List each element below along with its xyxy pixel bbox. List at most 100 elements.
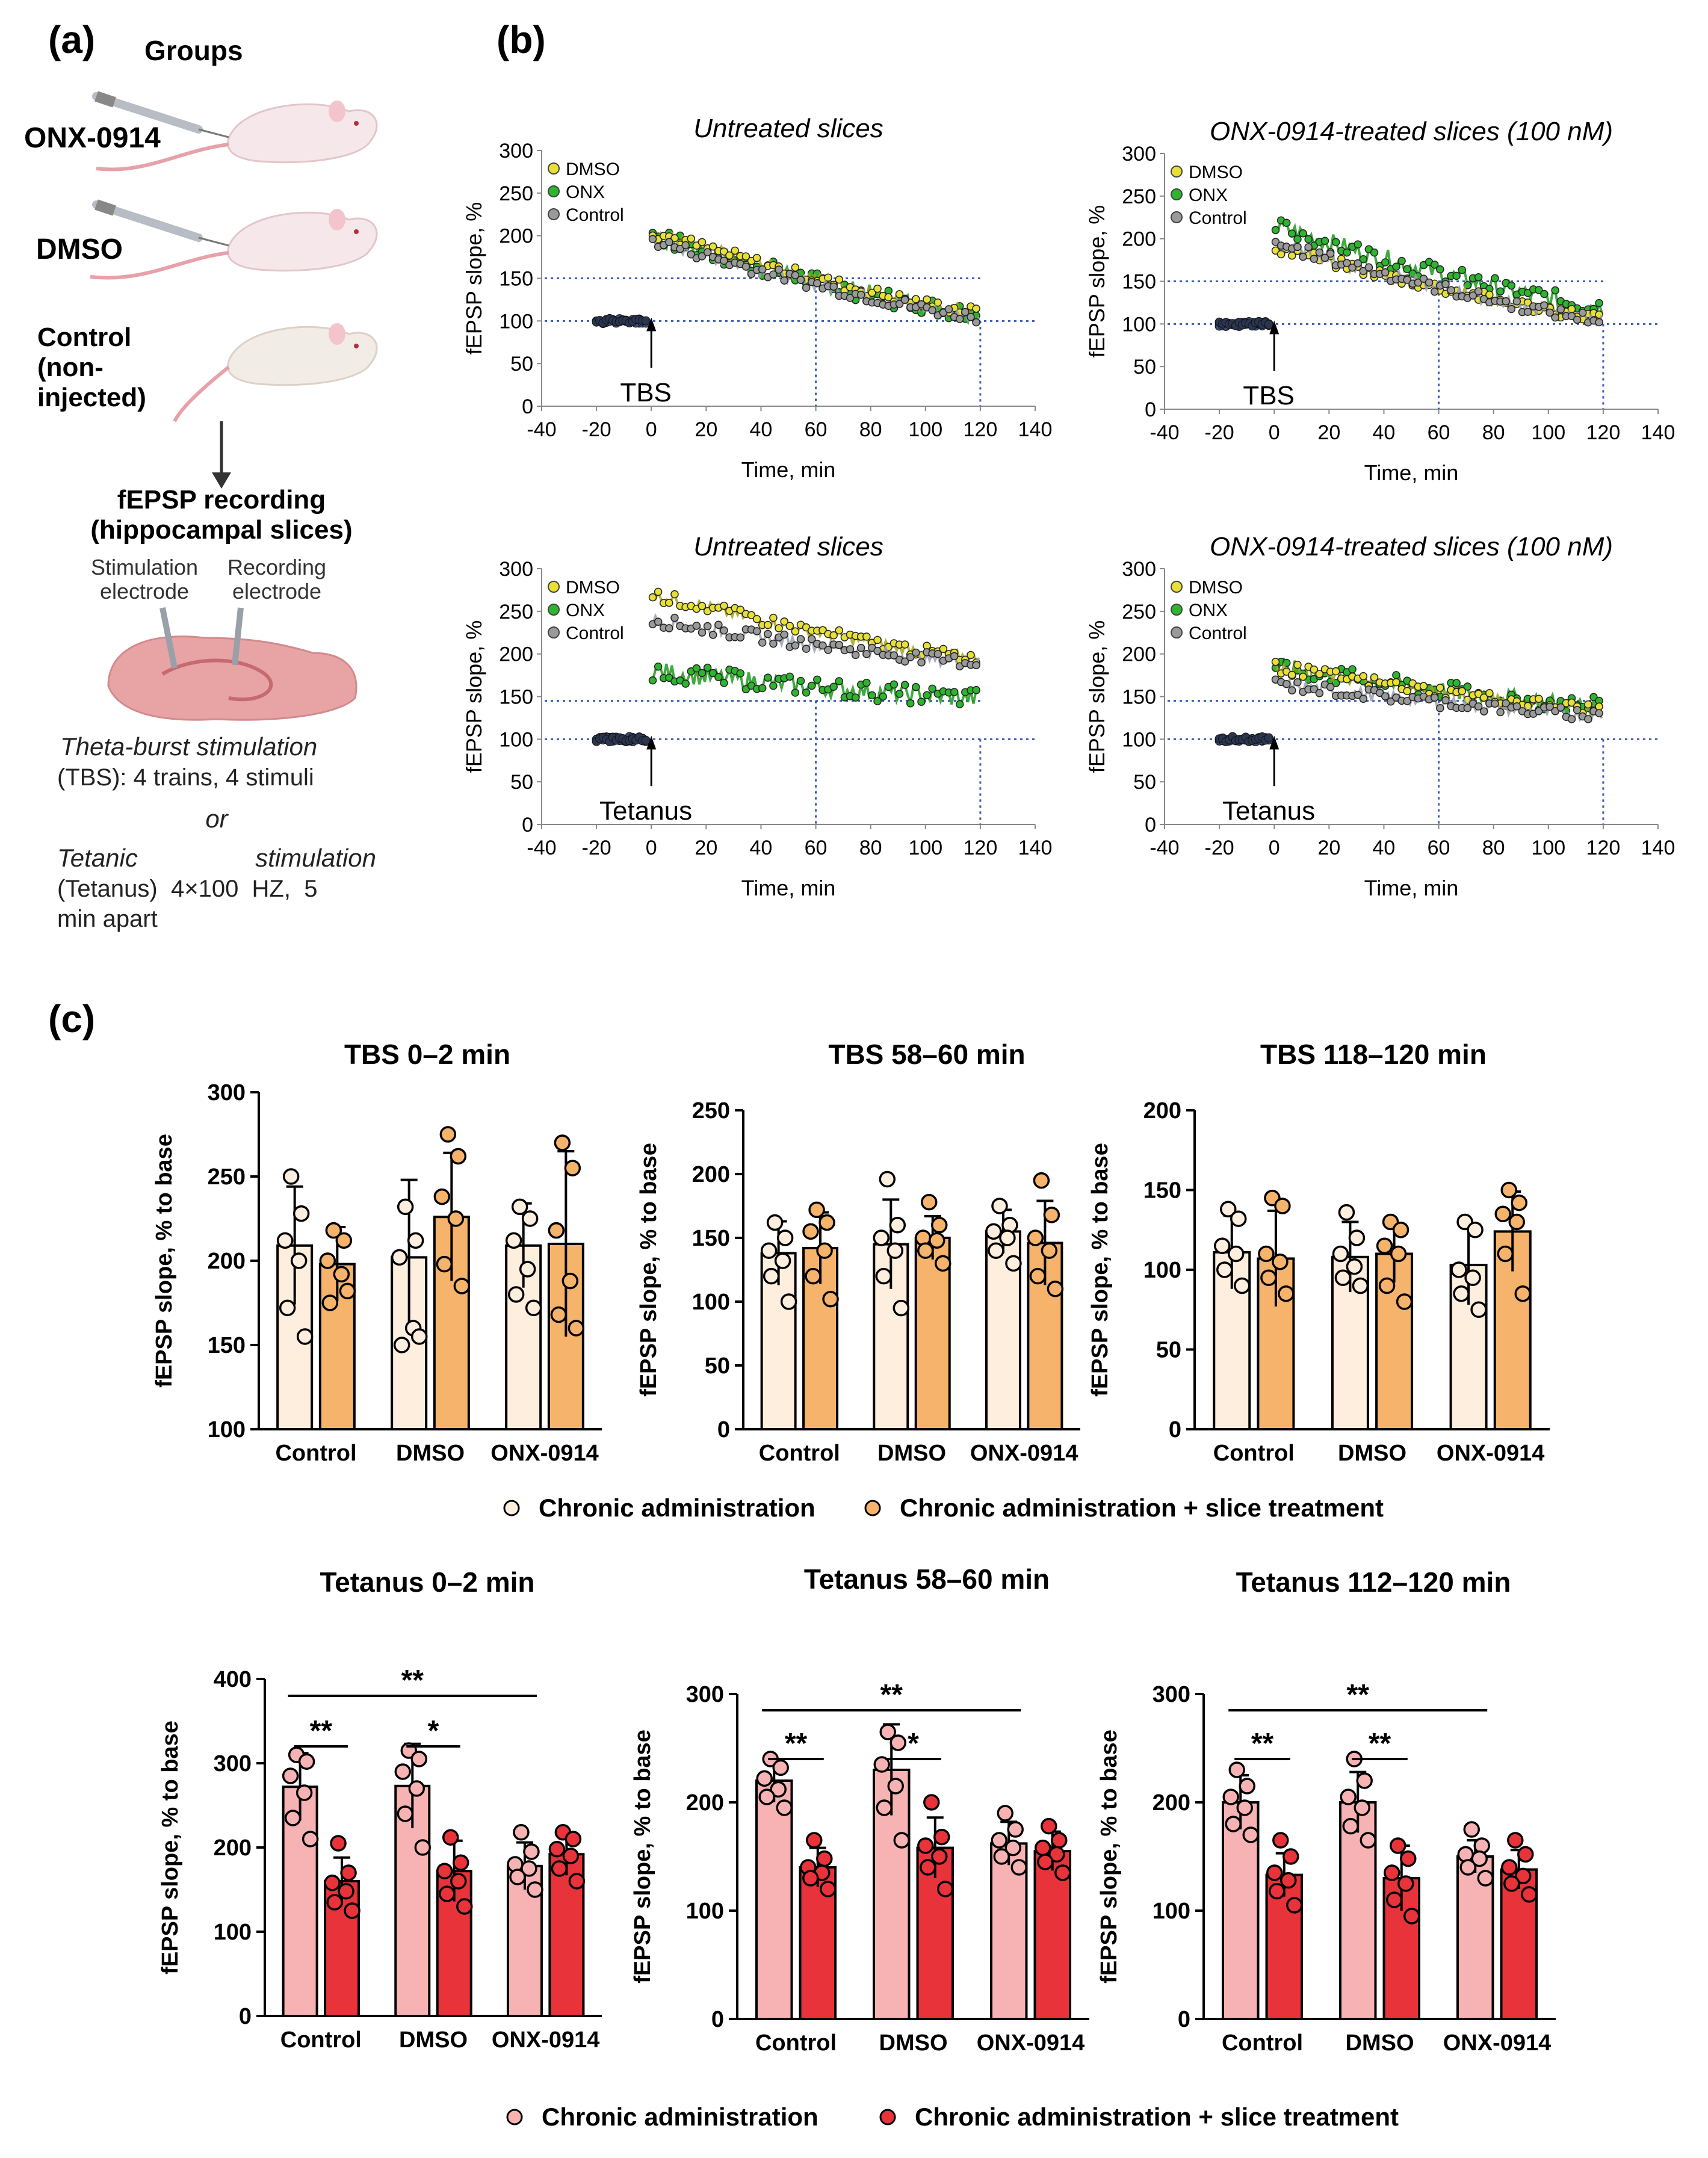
data-point-dmso [769,613,778,622]
y-tick-label: 250 [208,1164,246,1190]
legend-marker [1171,604,1183,616]
data-point-control [1540,301,1549,310]
stim-arrow-head [1269,735,1279,750]
data-point-control [1414,278,1423,287]
data-point-control [1474,702,1483,711]
mouse-illustration [173,323,378,422]
data-point-onx [1540,289,1549,298]
data-point-control [736,633,745,642]
legend-marker [548,626,560,638]
legend-marker [1171,626,1183,638]
data-point [1500,1181,1517,1199]
category-label: DMSO [877,1441,946,1466]
data-point [816,1850,833,1867]
y-tick-label: 100 [686,1899,724,1924]
data-point-control [1310,255,1319,263]
x-tick-label: -40 [1149,836,1179,859]
group-label-dmso: DMSO [36,233,123,265]
data-point-control [967,312,975,321]
stim-electrode-label-1: Stimulation [91,555,198,580]
data-point [873,1756,890,1773]
data-point [760,1242,778,1259]
data-point [391,1249,408,1266]
data-point [875,1267,893,1285]
data-point [282,1767,299,1784]
data-point-control [1354,259,1362,268]
chart-title: TBS 118–120 min [1260,1039,1487,1070]
y-tick-label: 150 [692,1226,730,1251]
data-point-onx [1299,229,1307,238]
data-point-control [944,305,953,314]
data-point-dmso [862,632,871,641]
x-tick-label: 100 [1531,836,1565,859]
data-point [933,1828,950,1846]
data-point-dmso [791,627,800,636]
data-point-onx [769,681,778,690]
data-point-onx [1463,682,1472,691]
data-point-dmso [1331,667,1340,676]
x-tick-label: 20 [1317,836,1340,859]
data-point [1283,1848,1299,1865]
legend-label: ONX [566,601,605,620]
data-point [414,1839,432,1856]
legend-marker [879,2109,896,2126]
data-point [1214,1237,1231,1254]
data-point-control [670,613,679,622]
y-tick-label: 50 [510,353,533,376]
chart-title: ONX-0914-treated slices (100 nM) [1210,532,1613,561]
data-point [1342,1817,1359,1835]
stim-arrow-head [646,317,657,332]
data-point [1228,1245,1245,1263]
data-point-control [950,652,959,661]
data-point [326,1894,343,1911]
data-point [393,1337,410,1353]
legend-marker [1171,165,1183,178]
data-point [1473,1837,1490,1854]
bar-chart-5: Tetanus 58–60 min 0 100 200 300 fEPSP slope, … [630,1563,1089,2056]
data-point-onx [791,688,800,697]
y-axis-label: fEPSP slope, % to base [630,1730,655,1983]
data-point [330,1835,347,1852]
data-point-control [1546,308,1554,317]
data-point [934,1255,951,1272]
data-point [1352,1277,1369,1294]
data-point [513,1824,530,1841]
x-tick-label: 0 [646,836,657,859]
data-point-dmso [665,598,673,607]
y-axis-label: fEPSP slope, % [462,202,486,354]
data-point [822,1291,839,1308]
data-point-control [829,282,838,291]
data-point-control [665,624,673,632]
data-point [1266,1864,1283,1881]
y-tick-label: 0 [717,1417,730,1442]
y-tick-label: 100 [214,1920,252,1945]
data-point [1508,1213,1525,1231]
data-point [1258,1245,1275,1263]
data-point [770,1781,787,1798]
data-point [920,1193,938,1211]
y-tick-label: 50 [1133,771,1156,794]
data-point-control [900,657,909,666]
bar [914,1237,951,1430]
data-point [816,1242,833,1259]
data-point [758,1789,775,1805]
data-point [889,1217,906,1234]
data-point-control [780,276,788,285]
data-point-control [676,244,684,253]
data-point [820,1881,837,1897]
data-point-control [687,250,696,259]
data-point [890,1734,906,1751]
data-point-onx [1452,271,1461,280]
data-point-dmso [741,252,750,261]
data-point-dmso [1288,670,1296,679]
data-point [1286,1897,1303,1914]
data-point-control [928,306,936,315]
legend-marker [548,185,560,197]
data-point [1272,1832,1289,1849]
data-point [1054,1864,1071,1881]
data-point [1450,1261,1467,1278]
data-point [1453,1285,1470,1302]
